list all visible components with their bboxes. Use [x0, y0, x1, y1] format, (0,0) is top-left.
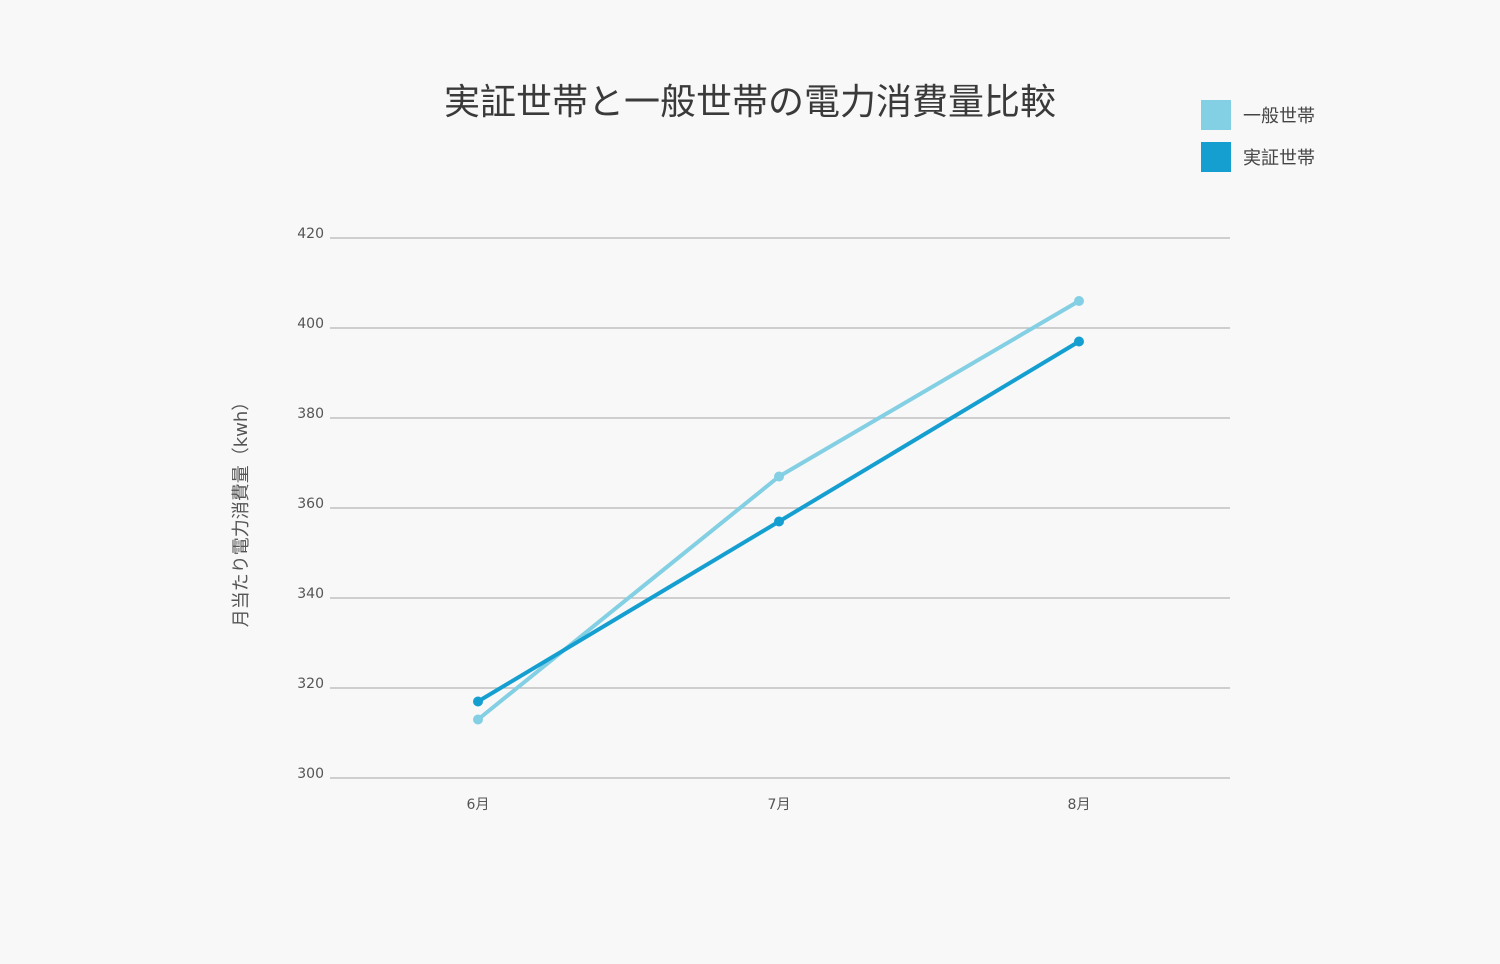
y-axis-label: 月当たり電力消費量（kwh） [231, 393, 252, 628]
y-tick-label-340: 340 [297, 586, 324, 602]
x-tick-label-3: 8月 [1068, 797, 1091, 813]
y-axis-ticks: 300 320 340 360 380 400 420 [297, 226, 324, 782]
y-tick-label-360: 360 [297, 496, 324, 512]
series-line-1 [476, 299, 1081, 722]
y-tick-label-400: 400 [297, 316, 324, 332]
x-axis-ticks: 6月 7月 8月 [467, 797, 1091, 813]
legend-label-1: 一般世帯 [1243, 106, 1315, 127]
grid-lines [330, 237, 1230, 779]
y-tick-label-300: 300 [297, 766, 324, 782]
y-tick-label-320: 320 [297, 676, 324, 692]
legend-label-2: 実証世帯 [1243, 148, 1315, 169]
chart-title: 実証世帯と一般世帯の電力消費量比較 [444, 82, 1056, 123]
series-1-point-2 [774, 471, 784, 482]
y-tick-label-420: 420 [297, 226, 324, 242]
x-tick-label-2: 7月 [768, 797, 791, 813]
series-2-point-1 [473, 696, 483, 707]
legend-swatch-1 [1201, 100, 1231, 130]
y-tick-label-380: 380 [297, 406, 324, 422]
series-1-point-3 [1074, 296, 1084, 306]
series-layer [473, 296, 1084, 725]
legend-swatch-2 [1201, 142, 1231, 172]
series-2-point-3 [1074, 336, 1084, 347]
series-2-point-2 [774, 516, 784, 527]
x-tick-label-1: 6月 [467, 797, 490, 813]
series-1-point-1 [473, 714, 483, 725]
